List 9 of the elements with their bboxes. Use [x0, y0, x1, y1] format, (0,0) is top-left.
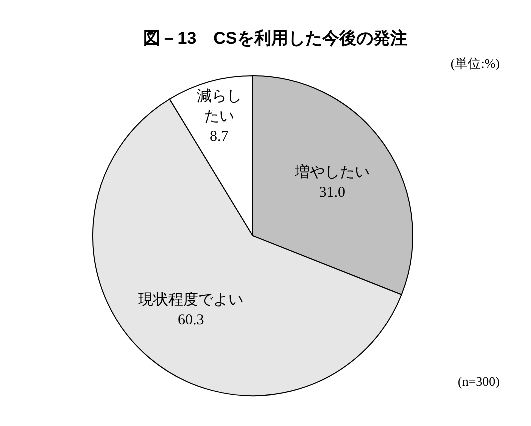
text: (単位:%) [450, 56, 500, 71]
data-label: 31.0 [319, 185, 346, 202]
slice-label: 現状程度でよい [138, 291, 244, 308]
text: (n=300) [458, 374, 500, 389]
chart-title: 図－13 CSを利用した今後の発注 [144, 29, 408, 48]
slice-label: 減らしたい [196, 88, 242, 125]
data-label: 8.7 [210, 128, 230, 145]
slice-label: 増やしたい [294, 164, 370, 182]
data-label: 60.3 [178, 312, 204, 328]
